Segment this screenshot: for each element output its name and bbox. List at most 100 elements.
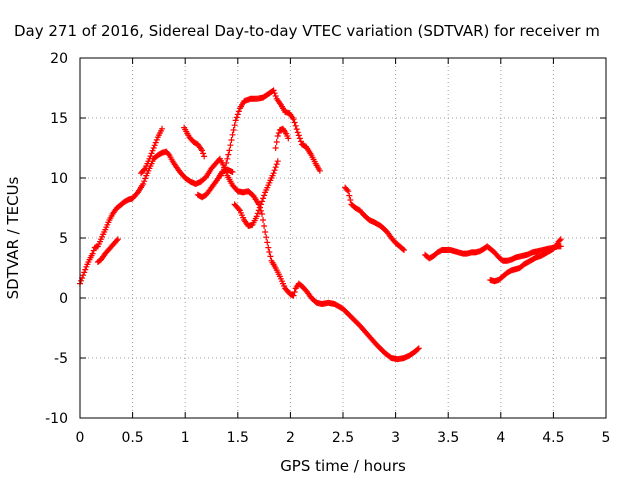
data-point [290,116,297,123]
data-point [226,147,233,154]
data-point [274,133,281,139]
data-point [292,122,299,129]
data-point [557,243,564,250]
data-point [146,155,153,162]
data-point [262,229,269,235]
y-tick-label: 10 [50,171,68,187]
data-point [82,266,89,273]
chart-title: Day 271 of 2016, Sidereal Day-to-day VTE… [14,22,600,40]
data-point [234,111,241,118]
data-point [114,236,121,243]
data-point [165,151,172,157]
data-point [273,139,280,145]
data-point [235,108,242,115]
data-point [151,142,158,149]
data-point [258,198,265,205]
x-tick-label: 4.5 [542,430,564,446]
data-point [266,249,273,255]
data-point [294,129,301,136]
data-point [261,192,268,199]
data-point [90,247,97,254]
data-point [230,127,237,133]
x-tick-label: 2 [286,430,295,446]
y-tick-label: 20 [50,51,68,67]
data-point [260,195,267,202]
data-point [141,178,148,185]
data-point [345,188,352,195]
data-point [81,269,88,276]
data-point [399,246,406,253]
x-tick-label: 1.5 [227,430,249,446]
data-point [255,207,262,214]
data-point [557,236,564,243]
data-point [142,175,149,182]
data-point [291,289,298,295]
data-point [293,126,300,133]
data-point [141,166,148,173]
data-point [140,181,147,187]
tick-labels: 0 0.5 1 1.5 2 2.5 3 3.5 4 4.5 5 -10 -5 0 5 10 15 20 [45,51,610,446]
data-point [296,135,303,142]
data-point [150,145,157,151]
plot-frame [79,57,607,419]
data-point [274,158,281,165]
x-tick-label: 4 [496,430,505,446]
data-point [199,147,206,154]
data-point [272,93,279,99]
x-tick-label: 5 [602,430,611,446]
x-tick-label: 3 [391,430,400,446]
data-point [344,187,351,193]
data-point [271,167,278,174]
data-point [232,117,239,124]
data-point [415,345,422,352]
data-point [231,122,238,129]
data-point [263,234,270,241]
y-axis-title: SDTVAR / TECUs [4,176,22,299]
data-point [291,119,298,126]
data-point [159,125,166,132]
data-point [229,169,236,175]
x-tick-label: 3.5 [437,430,459,446]
data-point [264,239,271,246]
data-point [556,237,563,244]
data-point [223,160,230,166]
data-point [347,197,354,203]
data-point [273,161,280,168]
data-point [285,135,292,142]
y-tick-label: 5 [59,231,68,247]
data-point [113,237,120,244]
data-point [254,210,261,217]
data-point [148,150,155,157]
data-point [229,131,236,138]
x-tick-label: 0 [76,430,85,446]
data-point [227,142,234,149]
x-tick-label: 0.5 [121,430,143,446]
data-point [149,147,156,154]
data-point [270,87,277,94]
y-tick-label: 15 [50,111,68,127]
data-point [275,130,282,136]
y-tick-label: -5 [54,351,68,367]
data-point [256,204,263,211]
data-point [261,223,268,229]
data-point [253,213,260,220]
data-point [260,217,267,223]
data-point [224,155,231,162]
data-point [346,192,353,199]
y-tick-label: -10 [45,411,68,427]
data-point [257,201,264,208]
data-point [152,139,159,146]
data-point [200,150,207,157]
data-point [272,164,279,171]
data-point [272,145,279,151]
data-point [89,250,96,257]
data-point [235,206,242,213]
data-point [271,90,278,97]
data-point [270,170,277,177]
data-point [222,164,229,171]
data-point [147,153,154,160]
data-point [316,167,323,174]
data-point [414,346,421,353]
x-tick-label: 1 [181,430,190,446]
